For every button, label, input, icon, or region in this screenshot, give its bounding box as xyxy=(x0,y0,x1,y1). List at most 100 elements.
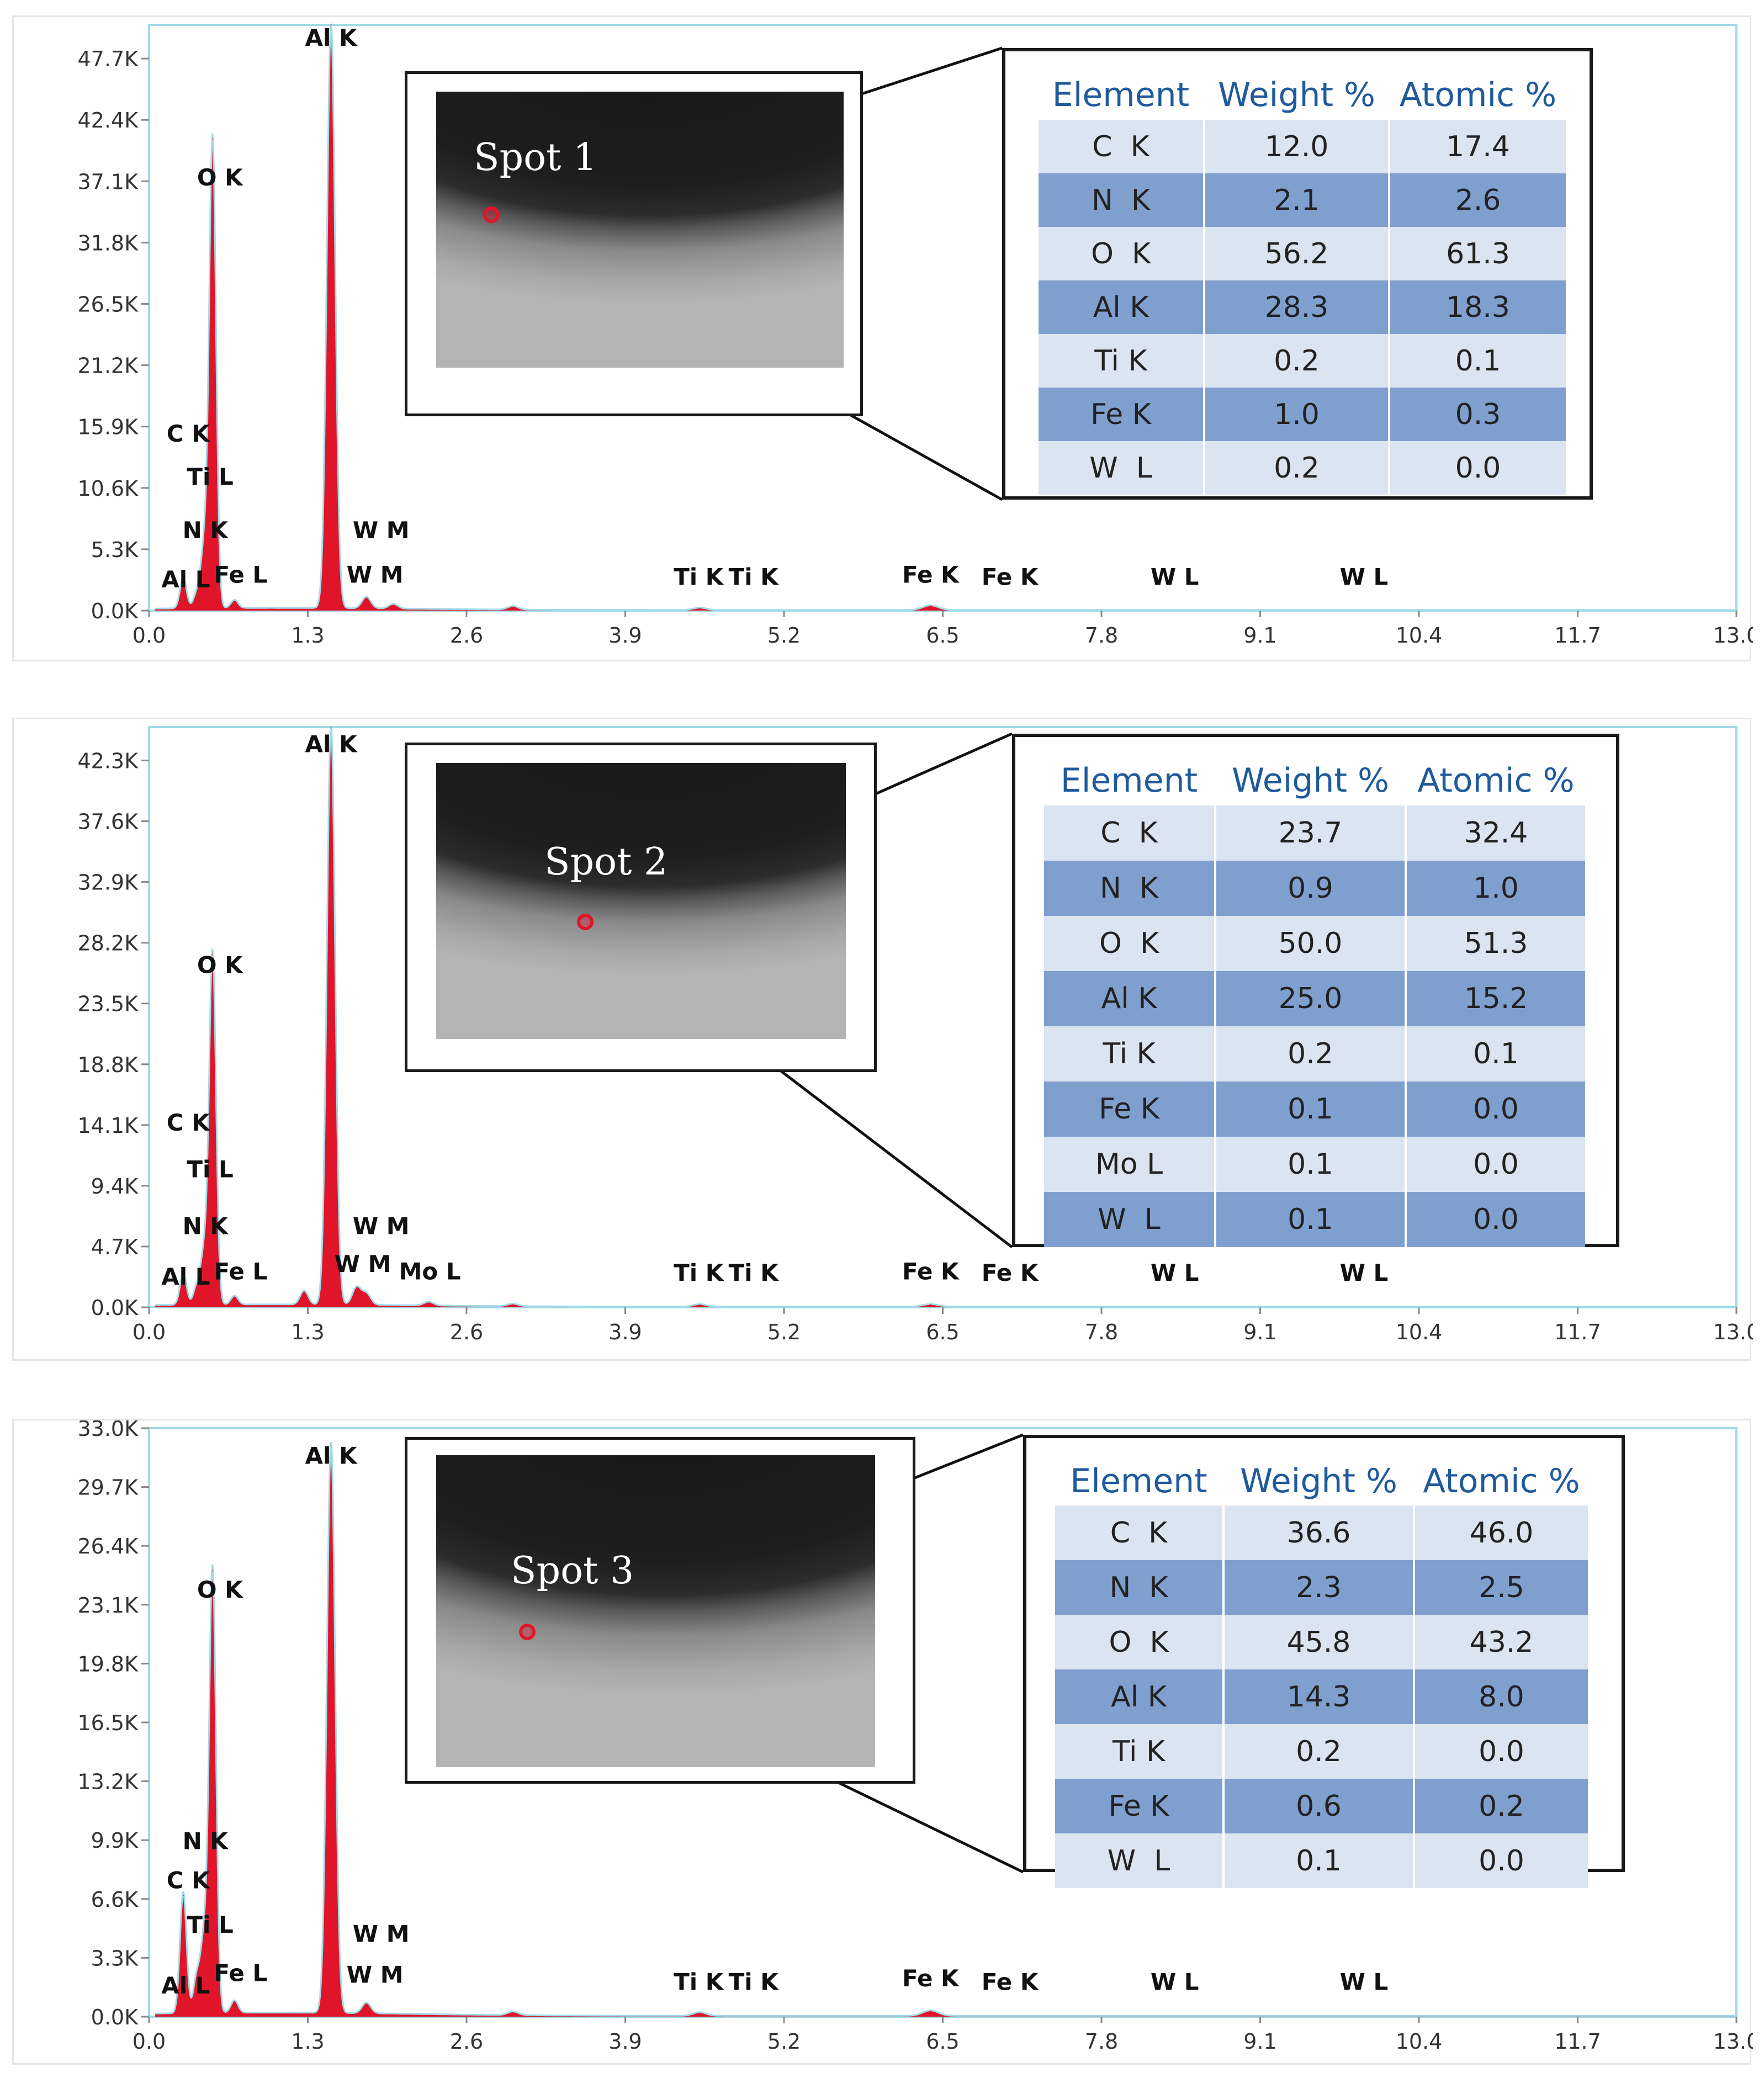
peak-label: O K xyxy=(197,952,243,979)
table-header-row: Element Weight % Atomic % xyxy=(1039,70,1566,120)
x-tick-label: 2.6 xyxy=(450,623,483,648)
spectrum-peak xyxy=(393,605,394,607)
element-cell: C K xyxy=(1039,120,1204,173)
peak-label: Fe K xyxy=(982,1259,1039,1286)
column-header: Atomic % xyxy=(1413,1457,1588,1505)
y-tick-label: 29.7K xyxy=(77,1476,139,1500)
column-header: Element xyxy=(1055,1457,1223,1505)
table-row: Fe K 0.6 0.2 xyxy=(1055,1779,1588,1833)
y-tick-label: 14.1K xyxy=(77,1114,139,1138)
table-row: O K 56.2 61.3 xyxy=(1039,227,1566,280)
x-tick-label: 13.0 xyxy=(1713,1320,1753,1344)
peak-label: Al L xyxy=(161,1263,210,1290)
spectrum-chart-1: 0.0K 5.3K 10.6K 15.9K 21.2K 26.5K 31.8K 37.1K 42… xyxy=(77,22,1753,648)
peak-label: Al K xyxy=(305,1443,358,1470)
weight-cell: 0.1 xyxy=(1214,1192,1406,1247)
peak-label: Ti L xyxy=(187,463,233,490)
x-tick-label: 1.3 xyxy=(291,2029,324,2054)
peak-label: Al K xyxy=(305,24,358,51)
element-cell: Fe K xyxy=(1039,388,1204,441)
y-tick-label: 21.2K xyxy=(77,354,139,378)
spectrum-peak xyxy=(365,2005,367,2007)
peak-label: O K xyxy=(197,1576,243,1603)
weight-cell: 0.6 xyxy=(1222,1779,1414,1833)
micrograph-frame: Spot 1 xyxy=(405,71,863,416)
peak-label: W L xyxy=(1151,1969,1199,1996)
weight-cell: 2.3 xyxy=(1222,1560,1414,1615)
spectrum-peak xyxy=(212,1570,213,1572)
table-row: W L 0.2 0.0 xyxy=(1039,441,1566,495)
x-tick-label: 3.9 xyxy=(608,1320,642,1344)
y-tick-label: 0.0K xyxy=(91,599,139,623)
atomic-cell: 0.1 xyxy=(1388,334,1566,388)
table-row: O K 50.0 51.3 xyxy=(1044,916,1585,971)
spot-marker xyxy=(519,1624,536,1640)
table-row: C K 12.0 17.4 xyxy=(1039,120,1566,173)
x-tick-label: 11.7 xyxy=(1554,1320,1601,1344)
composition-table: Element Weight % Atomic % C K 23.7 32.4 N K 0.9… xyxy=(1044,756,1585,1247)
peak-label: W L xyxy=(1151,1259,1199,1286)
y-tick-label: 0.0K xyxy=(91,1296,139,1320)
x-tick-label: 13.0 xyxy=(1713,623,1753,648)
element-cell: Fe K xyxy=(1055,1779,1223,1833)
table-row: Fe K 0.1 0.0 xyxy=(1044,1081,1585,1137)
table-row: Al K 14.3 8.0 xyxy=(1055,1669,1588,1724)
peak-label: Ti K xyxy=(674,564,724,591)
x-tick-label: 11.7 xyxy=(1554,623,1601,648)
peak-label: W L xyxy=(1340,564,1389,591)
atomic-cell: 0.3 xyxy=(1388,388,1566,441)
spectrum-peak xyxy=(330,727,332,728)
table-row: Mo L 0.1 0.0 xyxy=(1044,1137,1585,1192)
y-tick-label: 23.1K xyxy=(77,1593,139,1618)
peak-label: Al L xyxy=(161,1972,210,1999)
atomic-cell: 2.6 xyxy=(1388,173,1566,227)
y-tick-label: 5.3K xyxy=(91,538,139,562)
atomic-cell: 32.4 xyxy=(1405,805,1585,861)
spot-label: Spot 1 xyxy=(474,136,597,179)
column-header: Weight % xyxy=(1203,70,1389,120)
x-tick-label: 10.4 xyxy=(1396,1320,1443,1344)
spectrum-peak xyxy=(182,1895,184,1896)
x-tick-label: 0.0 xyxy=(133,2029,166,2054)
atomic-cell: 8.0 xyxy=(1413,1669,1588,1724)
atomic-cell: 0.0 xyxy=(1405,1081,1585,1137)
weight-cell: 12.0 xyxy=(1203,120,1389,173)
spectrum-peak xyxy=(699,607,701,609)
y-tick-label: 42.4K xyxy=(77,108,139,132)
spectrum-peak xyxy=(182,1275,184,1276)
peak-label: Ti K xyxy=(674,1969,724,1996)
column-header: Atomic % xyxy=(1405,756,1585,805)
column-header: Weight % xyxy=(1222,1457,1414,1505)
spectrum-line xyxy=(155,22,1736,611)
y-tick-label: 15.9K xyxy=(77,415,139,439)
y-tick-label: 33.0K xyxy=(77,1420,139,1441)
sem-micrograph: Spot 1 xyxy=(436,92,844,368)
weight-cell: 50.0 xyxy=(1214,916,1406,971)
spectrum-peak xyxy=(212,953,213,955)
composition-table-frame: Element Weight % Atomic % C K 23.7 32.4 N K 0.9… xyxy=(1012,734,1619,1247)
y-tick-label: 10.6K xyxy=(77,476,139,501)
peak-label: Al L xyxy=(161,566,210,593)
x-tick-label: 6.5 xyxy=(926,623,959,648)
x-tick-label: 0.0 xyxy=(133,1320,166,1344)
peak-label: Fe K xyxy=(902,561,960,588)
peak-label: W L xyxy=(1340,1969,1389,1996)
weight-cell: 0.2 xyxy=(1203,441,1389,495)
weight-cell: 14.3 xyxy=(1222,1669,1414,1724)
spectrum-peak xyxy=(365,1295,367,1297)
spectrum-peak xyxy=(203,1256,205,1258)
y-tick-label: 23.5K xyxy=(77,992,139,1016)
y-tick-label: 26.5K xyxy=(77,293,139,317)
x-tick-label: 5.2 xyxy=(767,1320,801,1344)
peak-label: N K xyxy=(183,1212,229,1239)
y-tick-label: 3.3K xyxy=(91,1946,139,1970)
atomic-cell: 0.0 xyxy=(1413,1724,1588,1779)
element-cell: Al K xyxy=(1044,971,1215,1026)
x-tick-label: 9.1 xyxy=(1243,623,1276,648)
weight-cell: 23.7 xyxy=(1214,805,1406,861)
weight-cell: 0.2 xyxy=(1214,1026,1406,1081)
x-tick-label: 7.8 xyxy=(1085,2029,1118,2054)
spectrum-peak xyxy=(512,1304,514,1306)
y-tick-label: 18.8K xyxy=(77,1053,139,1077)
x-tick-label: 1.3 xyxy=(291,623,324,648)
